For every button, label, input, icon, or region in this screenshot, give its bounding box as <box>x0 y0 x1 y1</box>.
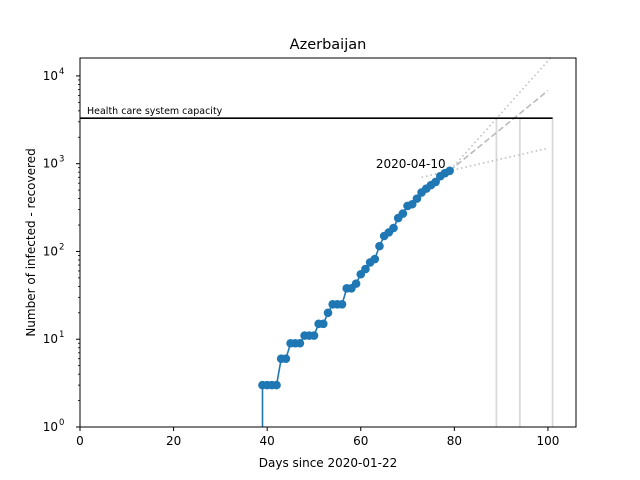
series-point <box>407 199 417 209</box>
series-point <box>361 264 370 274</box>
y-tick-exponent: 4 <box>59 67 64 77</box>
axes-frame <box>79 57 577 428</box>
y-tick-label: 10 <box>43 420 58 434</box>
series-point <box>389 223 398 233</box>
x-tick-label: 80 <box>447 434 462 448</box>
series-point <box>445 166 454 176</box>
series-point <box>337 300 347 309</box>
series-point <box>323 308 333 318</box>
series-point <box>281 354 291 364</box>
y-tick-label: 10 <box>43 157 58 171</box>
series-point <box>375 241 384 251</box>
series-point <box>319 319 328 329</box>
y-tick-label: 10 <box>43 332 58 346</box>
x-tick-label: 60 <box>353 434 368 448</box>
y-tick-exponent: 0 <box>59 418 64 428</box>
series-point <box>412 194 422 203</box>
x-tick-label: 0 <box>76 434 84 448</box>
y-tick-exponent: 1 <box>59 330 64 340</box>
capacity-label: Health care system capacity <box>87 106 223 117</box>
x-axis-label: Days since 2020-01-22 <box>259 456 398 470</box>
y-tick-label: 10 <box>43 69 58 83</box>
x-tick-label: 20 <box>166 434 181 448</box>
chart-title: Azerbaijan <box>290 37 367 53</box>
series-point <box>309 331 319 340</box>
plot-content <box>80 58 554 427</box>
series-point <box>431 177 440 187</box>
date-annotation: 2020-04-10 <box>376 157 446 171</box>
x-tick-label: 40 <box>260 434 275 448</box>
series-point <box>398 209 408 218</box>
projection-dotted-line <box>421 147 549 179</box>
series-point <box>295 338 305 348</box>
series-point <box>272 380 281 390</box>
y-tick-exponent: 3 <box>59 155 64 165</box>
x-tick-label: 100 <box>536 434 559 448</box>
projection-dashed-line <box>449 90 549 172</box>
y-axis-label: Number of infected - recovered <box>24 148 38 336</box>
y-tick-label: 10 <box>43 244 58 258</box>
series-point <box>370 254 380 264</box>
series-point <box>351 279 361 288</box>
y-tick-exponent: 2 <box>59 242 64 252</box>
